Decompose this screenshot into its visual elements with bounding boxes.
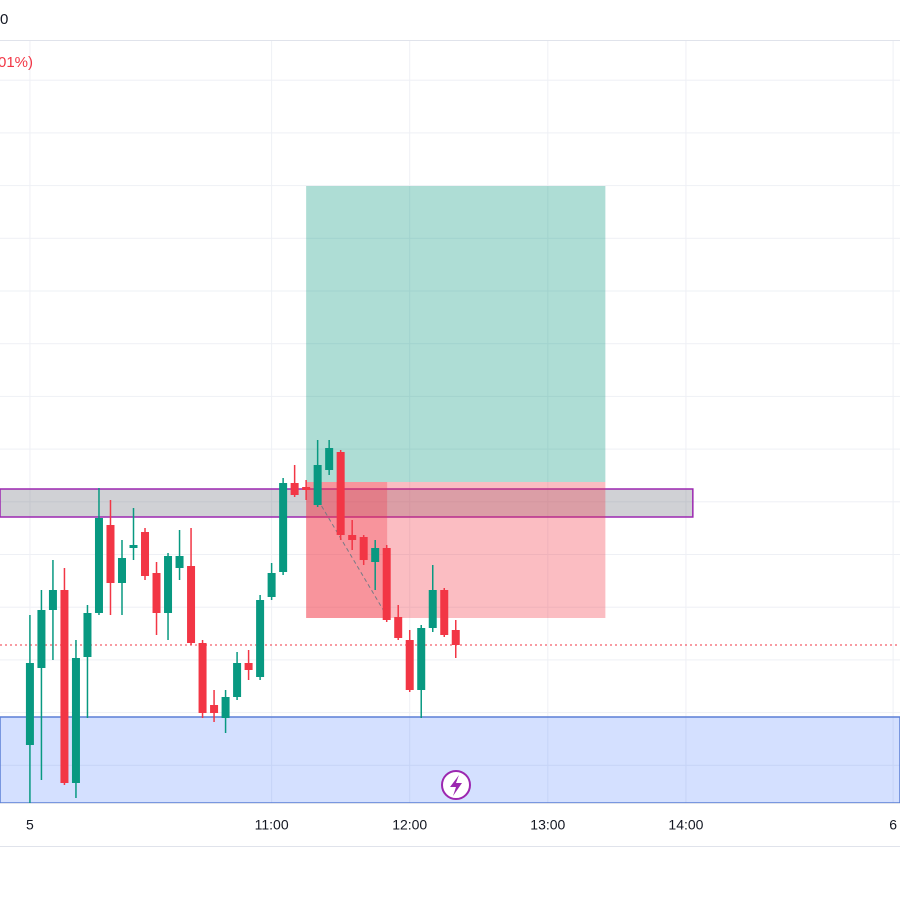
candle-body	[48, 590, 57, 610]
candle-body	[94, 518, 103, 613]
candle-body	[175, 556, 184, 568]
candle-body	[244, 663, 253, 670]
candle-body	[428, 590, 437, 628]
candle-body	[210, 705, 219, 713]
candle-body	[313, 465, 322, 505]
candle-body	[451, 630, 460, 645]
candle-body	[164, 556, 173, 613]
candle-body	[141, 532, 150, 576]
candle-body	[83, 613, 92, 657]
candle-body	[394, 617, 403, 638]
x-tick-label: 14:00	[668, 817, 703, 833]
trade-path	[317, 499, 389, 619]
candle-body	[37, 610, 46, 668]
candle-body	[129, 545, 138, 548]
zone	[0, 488, 694, 518]
x-tick-label: 11:00	[255, 817, 289, 833]
grid-layer	[29, 40, 894, 803]
candle-body	[256, 600, 265, 677]
candle-body	[325, 448, 334, 470]
candle-body	[440, 590, 449, 635]
target-zone	[306, 186, 606, 482]
candle-body	[71, 658, 80, 783]
candle-body	[336, 452, 345, 535]
candle-body	[302, 487, 311, 490]
horizontal-grid	[0, 40, 900, 803]
candle-body	[405, 640, 414, 690]
candle-body	[117, 558, 126, 583]
candle-body	[187, 566, 196, 643]
x-axis: 5 11:00 12:00 13:00 14:00 6	[26, 817, 897, 833]
header-value: 0	[0, 11, 8, 28]
candle-body	[382, 548, 391, 620]
candle-body	[359, 537, 368, 560]
candle-body	[267, 573, 276, 597]
candle-body	[60, 590, 69, 783]
flash-icon	[441, 770, 471, 800]
candle-body	[290, 483, 299, 495]
x-tick-label: 12:00	[392, 817, 427, 833]
candle-body	[233, 663, 242, 697]
candle-body	[221, 697, 230, 718]
candle-body	[371, 548, 380, 562]
candle-layer	[25, 440, 460, 803]
candle-body	[417, 628, 426, 690]
x-tick-label: 13:00	[530, 817, 565, 833]
x-tick-label: 6	[889, 817, 897, 833]
candle-body	[279, 483, 288, 572]
candle-body	[106, 525, 115, 583]
candle-body	[198, 643, 207, 713]
header-change: 01%)	[0, 54, 33, 71]
stop-zone	[306, 482, 606, 618]
candle-body	[348, 535, 357, 540]
x-tick-label: 5	[26, 817, 34, 833]
candle-body	[152, 573, 161, 613]
candle-body	[25, 663, 34, 745]
